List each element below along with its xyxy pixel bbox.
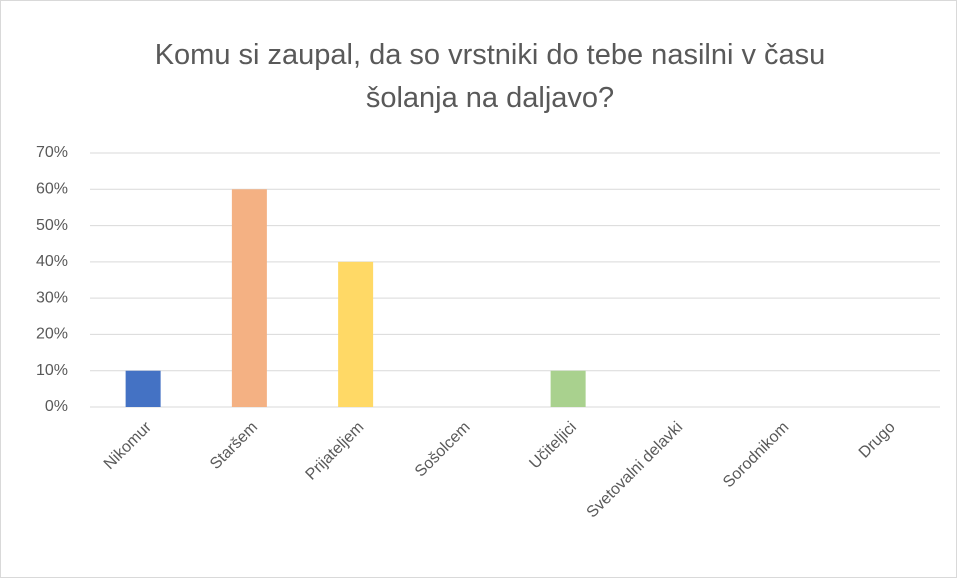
bar: [550, 370, 586, 407]
y-tick-label: 60%: [36, 181, 68, 198]
bar: [231, 189, 267, 407]
y-tick-label: 20%: [36, 326, 68, 343]
y-tick-label: 30%: [36, 289, 68, 306]
y-tick-label: 40%: [36, 253, 68, 270]
y-tick-label: 10%: [36, 362, 68, 379]
chart-title: Komu si zaupal, da so vrstniki do tebe n…: [154, 39, 826, 114]
y-tick-label: 0%: [45, 398, 68, 415]
y-tick-label: 70%: [36, 144, 68, 161]
y-tick-label: 50%: [36, 217, 68, 234]
bar: [125, 370, 161, 407]
bar: [338, 261, 374, 407]
